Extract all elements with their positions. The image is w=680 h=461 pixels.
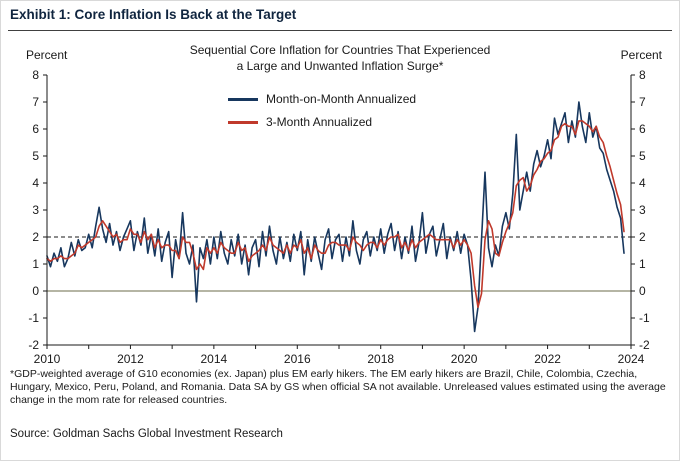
chart-area: -2 -2 -1 -1 0 0 1 1 2 2 3 3 4 4 5 5 6 6 7 7 8 8 2010 2012 2014 20… xyxy=(0,36,680,371)
legend-item-mom: Month-on-Month Annualized xyxy=(228,92,416,106)
mom-series-line xyxy=(46,101,625,333)
legend-label-3mo: 3-Month Annualized xyxy=(266,115,373,129)
y-tick-label-left: -2 xyxy=(28,338,39,352)
y-tick-label-right: -1 xyxy=(639,311,650,325)
y-tick-label-left: 5 xyxy=(32,149,39,163)
header-rule xyxy=(8,30,672,31)
chart-subtitle-line1: Sequential Core Inflation for Countries … xyxy=(189,43,491,57)
x-tick-label: 2012 xyxy=(117,352,144,366)
y-tick-label-right: 8 xyxy=(639,68,646,82)
y-tick-label-right: 4 xyxy=(639,176,646,190)
legend: Month-on-Month Annualized 3-Month Annual… xyxy=(228,92,416,138)
y-tick-label-left: -1 xyxy=(28,311,39,325)
y-tick-label-left: 6 xyxy=(32,122,39,136)
legend-label-mom: Month-on-Month Annualized xyxy=(266,92,417,106)
three-month-series-line xyxy=(46,120,625,309)
y-tick-label-left: 4 xyxy=(32,176,39,190)
y-tick-label-left: 3 xyxy=(32,203,39,217)
footnote: *GDP-weighted average of G10 economies (… xyxy=(10,368,666,406)
right-axis-title: Percent xyxy=(620,48,662,62)
legend-item-3mo: 3-Month Annualized xyxy=(228,115,416,129)
x-tick-label: 2016 xyxy=(284,352,311,366)
left-axis-title: Percent xyxy=(26,48,68,62)
y-tick-label-right: 3 xyxy=(639,203,646,217)
source-line: Source: Goldman Sachs Global Investment … xyxy=(10,428,283,440)
y-tick-label-left: 0 xyxy=(32,284,39,298)
y-tick-label-right: 7 xyxy=(639,95,646,109)
three-month-line-swatch-icon xyxy=(228,120,258,124)
y-tick-label-left: 1 xyxy=(32,257,39,271)
exhibit-title: Exhibit 1: Core Inflation Is Back at the… xyxy=(10,7,297,22)
y-tick-label-right: 2 xyxy=(639,230,646,244)
x-tick-label: 2010 xyxy=(34,352,61,366)
y-tick-label-right: -2 xyxy=(639,338,650,352)
x-tick-label: 2018 xyxy=(367,352,394,366)
y-tick-label-right: 1 xyxy=(639,257,646,271)
y-tick-label-right: 6 xyxy=(639,122,646,136)
y-tick-label-left: 7 xyxy=(32,95,39,109)
mom-line-swatch-icon xyxy=(228,97,258,101)
x-tick-label: 2020 xyxy=(451,352,478,366)
x-tick-label: 2024 xyxy=(618,352,645,366)
y-tick-label-left: 2 xyxy=(32,230,39,244)
chart-subtitle: Sequential Core Inflation for Countries … xyxy=(90,42,590,74)
y-tick-label-left: 8 xyxy=(32,68,39,82)
x-tick-label: 2014 xyxy=(201,352,228,366)
chart-subtitle-line2: a Large and Unwanted Inflation Surge* xyxy=(236,59,444,73)
y-tick-label-right: 5 xyxy=(639,149,646,163)
x-tick-label: 2022 xyxy=(534,352,561,366)
chart-plot: -2 -2 -1 -1 0 0 1 1 2 2 3 3 4 4 5 5 6 6 7 7 8 8 2010 2012 2014 20… xyxy=(28,68,650,366)
y-tick-label-right: 0 xyxy=(639,284,646,298)
